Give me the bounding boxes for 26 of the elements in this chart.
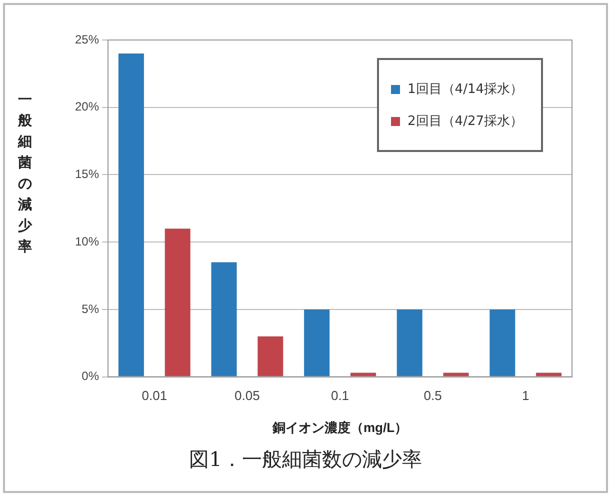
y-tick-label: 10% — [74, 234, 100, 248]
legend-label: 2回目（4/27採水） — [408, 113, 523, 130]
x-tick-label: 0.01 — [142, 388, 168, 404]
bar — [211, 262, 237, 376]
y-axis-title: 一般細菌の減少率 — [18, 91, 32, 257]
bar — [258, 336, 284, 376]
x-axis-title: 銅イオン濃度（mg/L） — [271, 420, 408, 435]
y-tick-label: 0% — [82, 369, 100, 384]
bar — [396, 309, 422, 376]
legend-label: 1回目（4/14採水） — [408, 81, 523, 98]
text: 図1．一般細菌数の減少率 — [188, 446, 423, 473]
y-tick-label: 5% — [82, 302, 100, 316]
y-tick-label: 15% — [74, 167, 100, 182]
x-tick-label: 1 — [522, 388, 530, 404]
y-tick-label: 20% — [74, 100, 100, 114]
bar — [443, 372, 469, 376]
bar — [164, 228, 190, 376]
bar — [350, 372, 376, 376]
bar — [536, 372, 562, 376]
x-tick-label: 0.5 — [424, 388, 442, 404]
x-tick-label: 0.05 — [234, 388, 260, 404]
bar — [304, 309, 330, 376]
bar — [490, 309, 516, 376]
y-tick-label: 25% — [74, 32, 100, 46]
x-tick-label: 0.1 — [330, 388, 350, 404]
bar — [118, 53, 144, 376]
